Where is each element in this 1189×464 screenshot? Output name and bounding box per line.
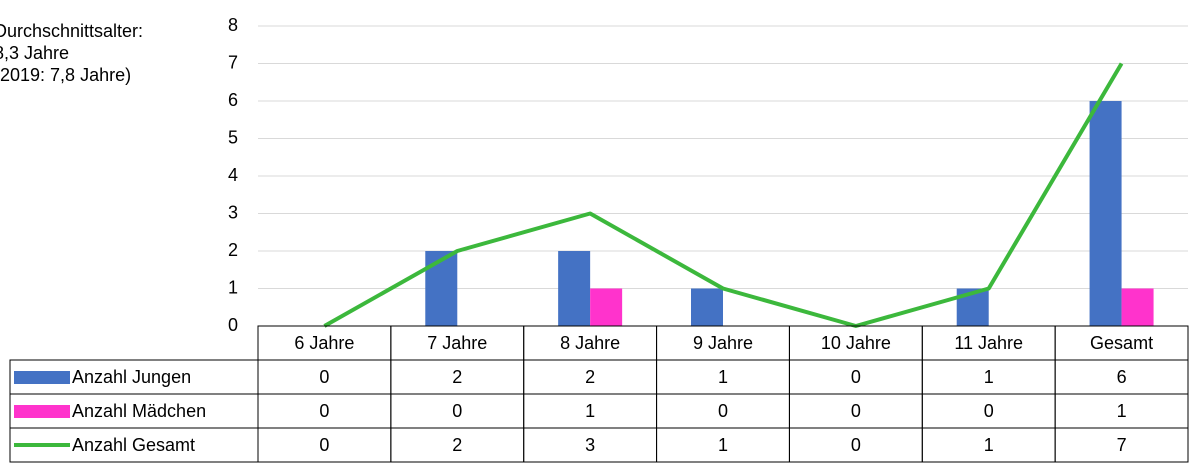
table-value: 6: [1117, 367, 1127, 387]
legend-label: Anzahl Jungen: [72, 367, 191, 387]
table-value: 0: [718, 401, 728, 421]
table-value: 0: [984, 401, 994, 421]
table-value: 7: [1117, 435, 1127, 455]
legend-key: [14, 405, 70, 418]
y-tick-label: 0: [228, 315, 238, 335]
table-value: 2: [452, 435, 462, 455]
y-tick-label: 8: [228, 15, 238, 35]
table-value: 1: [984, 367, 994, 387]
x-tick-label: 8 Jahre: [560, 333, 620, 353]
table-value: 0: [851, 401, 861, 421]
table-value: 1: [984, 435, 994, 455]
table-cell: [1054, 427, 1189, 463]
y-tick-label: 1: [228, 277, 238, 297]
table-value: 0: [851, 435, 861, 455]
annotation: (2019: 7,8 Jahre): [0, 65, 131, 85]
table-value: 1: [718, 435, 728, 455]
table-value: 3: [585, 435, 595, 455]
x-tick-label: 10 Jahre: [821, 333, 891, 353]
annotation: Durchschnittsalter:: [0, 21, 143, 41]
table-value: 1: [585, 401, 595, 421]
table-value: 0: [452, 401, 462, 421]
table-value: 0: [319, 435, 329, 455]
table-value: 1: [1117, 401, 1127, 421]
bar: [590, 288, 623, 326]
annotation: 8,3 Jahre: [0, 43, 69, 63]
bar: [1121, 288, 1154, 326]
legend-label: Anzahl Gesamt: [72, 435, 195, 455]
y-tick-label: 7: [228, 52, 238, 72]
y-tick-label: 4: [228, 165, 238, 185]
y-tick-label: 3: [228, 202, 238, 222]
bar: [691, 288, 723, 326]
y-tick-label: 6: [228, 90, 238, 110]
x-tick-label: 9 Jahre: [693, 333, 753, 353]
y-tick-label: 5: [228, 127, 238, 147]
x-tick-label: 6 Jahre: [294, 333, 354, 353]
x-tick-label: 11 Jahre: [954, 333, 1023, 353]
table-value: 2: [452, 367, 462, 387]
bar: [1089, 101, 1122, 326]
bar: [558, 251, 591, 326]
bar: [425, 251, 458, 326]
x-tick-label: Gesamt: [1090, 333, 1153, 353]
table-value: 0: [851, 367, 861, 387]
table-value: 0: [319, 367, 329, 387]
legend-key: [14, 371, 70, 384]
legend-label: Anzahl Mädchen: [72, 401, 206, 421]
line: [323, 62, 1124, 328]
table-value: 0: [319, 401, 329, 421]
table-value: 2: [585, 367, 595, 387]
y-tick-label: 2: [228, 240, 238, 260]
x-tick-label: 7 Jahre: [427, 333, 487, 353]
table-value: 1: [718, 367, 728, 387]
